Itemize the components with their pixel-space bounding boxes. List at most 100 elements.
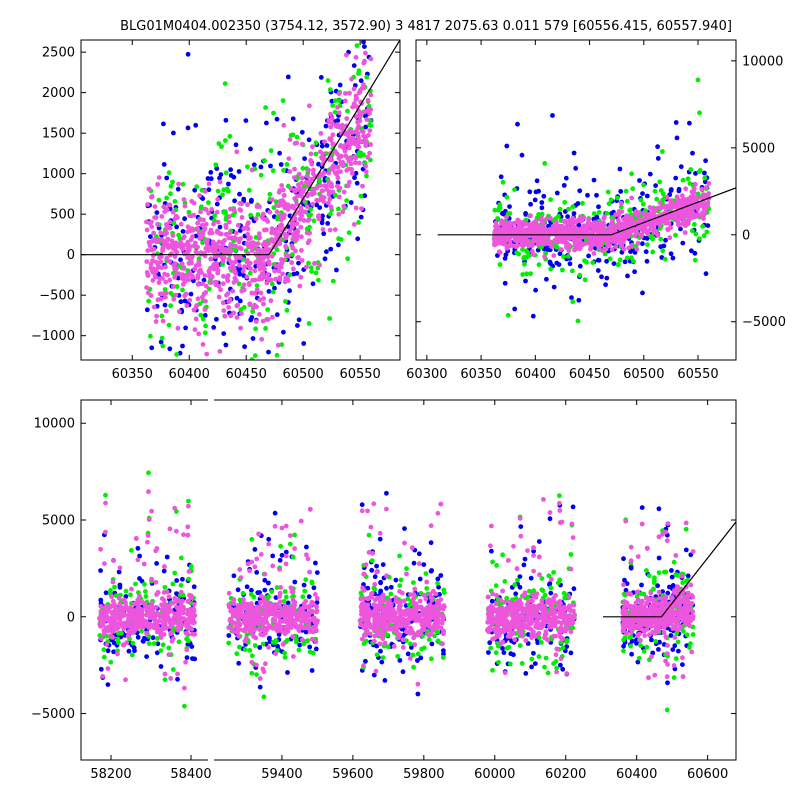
data-point: [253, 319, 259, 324]
data-point: [328, 111, 333, 117]
data-point: [241, 282, 247, 288]
data-point: [211, 363, 216, 368]
data-point: [292, 196, 298, 202]
data-point: [619, 200, 624, 206]
data-point: [656, 506, 662, 512]
data-point: [364, 173, 369, 179]
data-point: [638, 216, 643, 222]
data-point: [237, 262, 242, 268]
data-point: [253, 216, 259, 222]
data-point: [635, 230, 640, 236]
data-point: [526, 253, 532, 259]
data-point: [337, 125, 343, 130]
data-point: [607, 256, 613, 262]
data-point: [577, 188, 583, 194]
data-point: [330, 278, 336, 284]
data-point: [173, 292, 179, 298]
data-point: [213, 162, 219, 168]
data-point: [296, 255, 301, 260]
data-point: [184, 303, 190, 308]
data-point: [238, 575, 244, 580]
data-point: [195, 296, 201, 302]
data-point: [145, 539, 150, 545]
data-point: [276, 632, 282, 637]
data-point: [627, 635, 633, 640]
data-point: [183, 278, 188, 284]
data-point: [170, 209, 176, 215]
data-point: [313, 270, 319, 276]
data-point: [568, 552, 574, 557]
data-point: [672, 203, 677, 209]
data-point: [360, 129, 366, 135]
data-point: [407, 602, 412, 608]
data-point: [441, 648, 446, 653]
data-point: [185, 524, 191, 530]
data-point: [274, 585, 280, 590]
data-point: [261, 301, 266, 307]
data-point: [684, 221, 690, 227]
data-point: [402, 526, 407, 531]
data-point: [223, 246, 229, 252]
data-point: [222, 313, 228, 319]
data-point: [653, 639, 659, 644]
data-point: [641, 182, 646, 188]
data-point: [561, 254, 566, 260]
data-point: [301, 341, 307, 346]
data-point: [174, 249, 180, 255]
data-point: [267, 209, 273, 215]
data-point: [194, 184, 200, 190]
data-point: [149, 247, 154, 253]
data-point: [227, 265, 233, 271]
data-point: [605, 242, 611, 248]
data-point: [690, 632, 696, 637]
data-point: [629, 171, 634, 177]
data-point: [548, 215, 553, 221]
data-point: [655, 156, 661, 161]
data-point: [214, 261, 220, 267]
data-point: [254, 287, 260, 293]
data-point: [652, 575, 657, 581]
data-point: [622, 577, 627, 583]
data-point: [415, 658, 420, 663]
data-point: [249, 670, 255, 676]
data-point: [226, 305, 232, 310]
data-point: [205, 361, 210, 366]
data-point: [135, 634, 141, 640]
data-point: [160, 642, 166, 648]
data-point: [489, 598, 495, 604]
data-point: [232, 198, 238, 204]
data-point: [524, 248, 529, 254]
data-point: [519, 661, 525, 666]
data-point: [496, 659, 501, 665]
data-point: [284, 162, 290, 167]
data-point: [195, 226, 200, 231]
data-point: [320, 213, 325, 219]
data-point: [215, 188, 221, 194]
data-point: [564, 644, 570, 649]
data-point: [558, 247, 564, 252]
data-point: [154, 561, 160, 566]
data-point: [663, 634, 669, 640]
data-point: [246, 187, 252, 193]
data-point: [684, 209, 689, 214]
data-point: [149, 219, 154, 225]
data-point: [527, 588, 532, 594]
data-point: [185, 125, 191, 131]
data-point: [289, 260, 295, 266]
data-point: [254, 570, 260, 575]
data-point: [692, 250, 698, 256]
y-tick-label: 2000: [42, 86, 75, 101]
data-point: [250, 309, 256, 314]
data-point: [160, 318, 166, 324]
data-point: [532, 661, 538, 666]
data-point: [279, 257, 284, 262]
data-point: [364, 117, 370, 122]
data-point: [292, 216, 298, 222]
data-point: [361, 82, 366, 88]
data-point: [505, 312, 511, 318]
data-point: [651, 580, 657, 585]
data-point: [553, 222, 559, 228]
data-point: [518, 524, 524, 529]
data-point: [135, 545, 141, 551]
data-point: [624, 581, 630, 586]
